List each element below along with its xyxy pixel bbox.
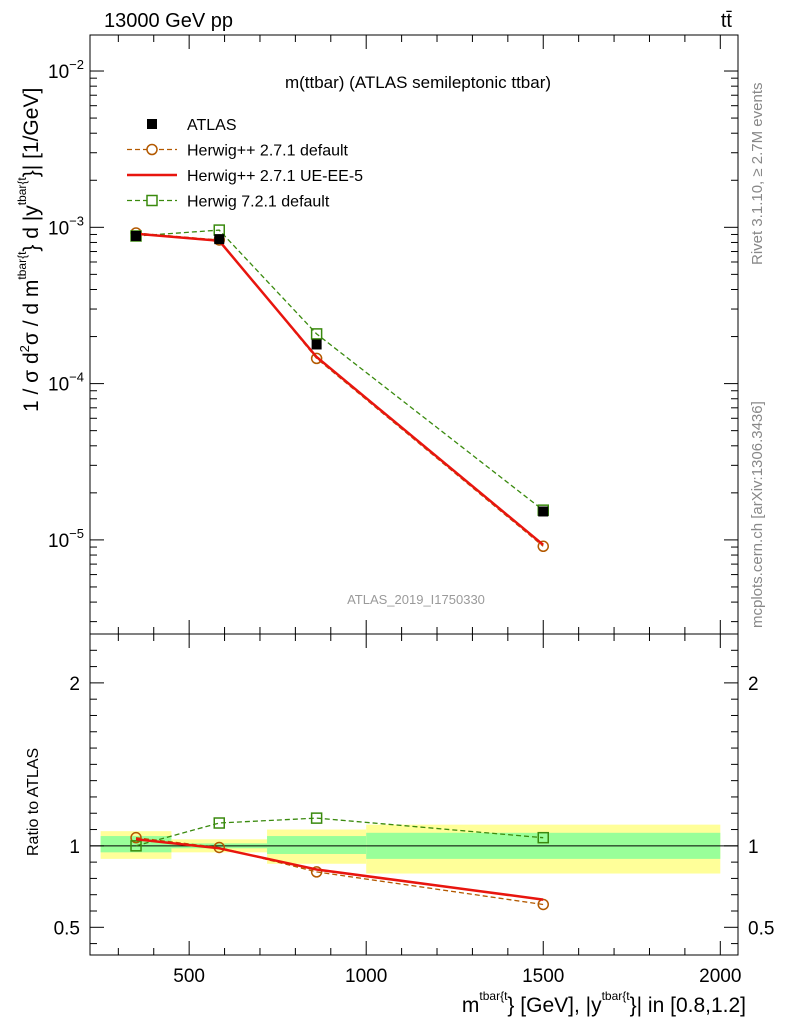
x-tick-label: 2000	[699, 966, 741, 987]
lower-panel: 0.5 0.5 1 1 2 2	[54, 633, 774, 956]
ratio-y-tick-label-left: 1	[69, 837, 80, 858]
chart-title: m(ttbar) (ATLAS semileptonic ttbar)	[285, 73, 551, 92]
series-line	[135, 838, 544, 901]
series-line	[135, 817, 544, 847]
stat-uncertainty-band	[267, 836, 367, 854]
legend-entry: Herwig 7.2.1 default	[187, 194, 330, 211]
data-point	[311, 339, 322, 350]
y-tick-label: 10−2	[48, 57, 84, 83]
ratio-y-tick-label-left: 2	[69, 674, 80, 695]
series-line	[135, 232, 544, 546]
legend-entry: Herwig++ 2.7.1 UE-EE-5	[187, 168, 363, 185]
header-right: tt̄	[721, 10, 733, 32]
rivet-label: Rivet 3.1.10, ≥ 2.7M events	[749, 83, 766, 266]
series-line	[135, 229, 544, 511]
watermark: ATLAS_2019_I1750330	[347, 592, 485, 607]
header-left: 13000 GeV pp	[104, 10, 233, 32]
x-tick-label: 1500	[522, 966, 564, 987]
data-point	[310, 328, 323, 340]
data-point	[214, 234, 225, 245]
mcplots-label: mcplots.cern.ch [arXiv:1306.3436]	[749, 401, 766, 628]
lower-y-axis-label: Ratio to ATLAS	[25, 748, 42, 856]
legend-marker	[146, 143, 158, 156]
data-point	[537, 831, 549, 844]
data-point	[310, 812, 323, 824]
legend-marker	[147, 119, 157, 129]
x-axis-label: mtbar{t} [GeV], |ytbar{t}| in [0.8,1.2]	[462, 989, 746, 1017]
upper-y-axis-label: 1 / σ d2σ / d mtbar{t} d |ytbar{t}| [1/G…	[15, 88, 43, 412]
data-point	[131, 230, 142, 241]
x-tick-label: 1000	[345, 966, 387, 987]
ratio-y-tick-label-left: 0.5	[54, 918, 80, 939]
data-point	[537, 540, 549, 553]
series-line	[135, 232, 544, 547]
data-point	[538, 506, 549, 517]
data-point	[310, 352, 323, 365]
y-tick-label: 10−5	[48, 526, 84, 552]
data-point	[310, 866, 323, 878]
data-point	[213, 817, 225, 829]
data-point	[130, 840, 142, 852]
legend-entry: ATLAS	[187, 117, 237, 134]
upper-panel: m(ttbar) (ATLAS semileptonic ttbar) ATLA…	[48, 34, 739, 635]
data-point	[537, 898, 549, 911]
y-tick-label: 10−3	[48, 213, 84, 239]
ratio-y-tick-label-right: 0.5	[748, 918, 774, 939]
data-point	[130, 831, 142, 844]
legend-marker	[146, 194, 158, 207]
legend-entry: Herwig++ 2.7.1 default	[187, 143, 349, 160]
ratio-y-tick-label-right: 1	[748, 837, 759, 858]
x-tick-label: 500	[173, 966, 205, 987]
ratio-y-tick-label-right: 2	[748, 674, 759, 695]
lower-frame	[89, 633, 739, 956]
y-tick-label: 10−4	[48, 370, 84, 396]
